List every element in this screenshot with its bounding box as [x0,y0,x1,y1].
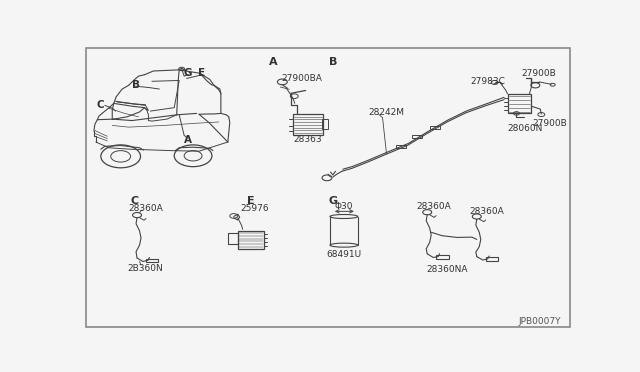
Text: 68491U: 68491U [326,250,362,259]
Text: E: E [198,68,205,78]
Text: 28363: 28363 [294,135,323,144]
FancyBboxPatch shape [429,126,440,129]
FancyBboxPatch shape [396,145,406,148]
Text: E: E [247,196,255,206]
Text: JPB0007Y: JPB0007Y [518,317,561,326]
Text: G: G [184,68,193,78]
Text: 28360A: 28360A [469,207,504,216]
Text: G: G [328,196,337,206]
Text: 27900B: 27900B [532,119,567,128]
Text: A: A [269,57,278,67]
Text: 28360NA: 28360NA [426,265,468,274]
Text: B: B [132,80,140,90]
Text: A: A [184,135,192,145]
Text: C: C [96,100,104,110]
Text: 27900BA: 27900BA [282,74,323,83]
Text: 28360A: 28360A [128,204,163,213]
FancyBboxPatch shape [412,135,422,138]
Text: Φ30: Φ30 [335,202,353,211]
Text: 28060N: 28060N [508,124,543,133]
Text: 28242M: 28242M [369,108,404,117]
Text: C: C [131,196,139,206]
Text: B: B [329,57,337,67]
Text: 27900B: 27900B [522,69,556,78]
Text: 2B360N: 2B360N [127,264,163,273]
Text: 27983C: 27983C [471,77,506,86]
Text: 25976: 25976 [240,204,269,213]
Text: 28360A: 28360A [417,202,451,211]
